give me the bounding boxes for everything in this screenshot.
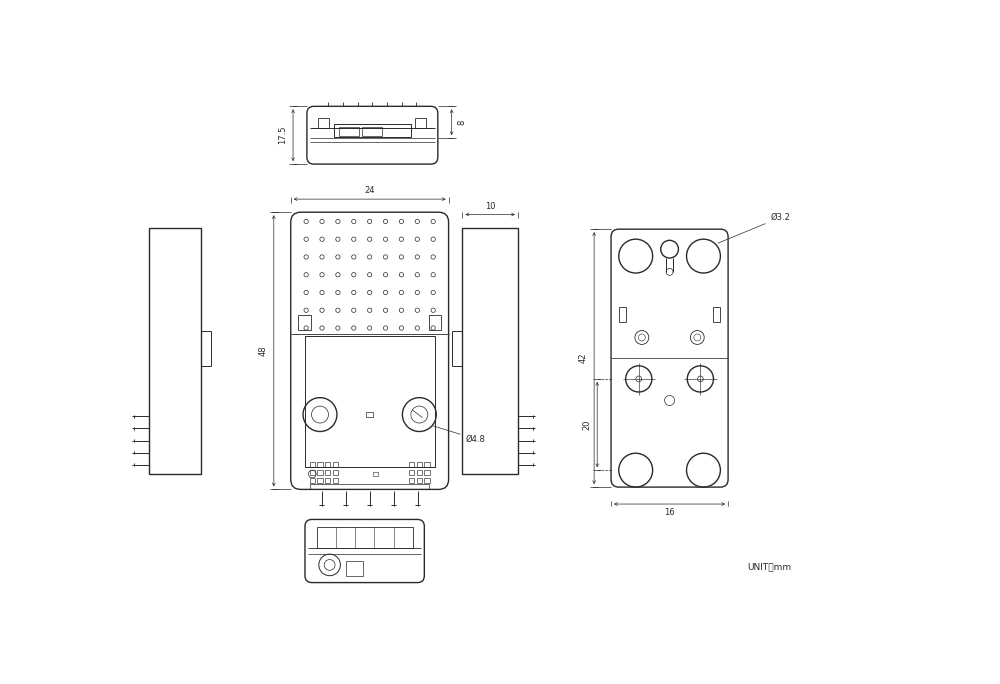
Bar [713, 306, 720, 322]
Bar [366, 412, 373, 417]
Text: 8: 8 [458, 120, 467, 125]
Bar [424, 477, 430, 483]
Bar [333, 477, 338, 483]
Bar [317, 462, 323, 467]
Bar [305, 337, 435, 467]
Text: Ø4.8: Ø4.8 [432, 425, 485, 443]
Bar [334, 124, 411, 137]
Text: 24: 24 [364, 186, 375, 195]
Bar [415, 118, 426, 129]
Bar [310, 484, 429, 490]
Bar [149, 228, 201, 474]
Text: 17.5: 17.5 [278, 126, 287, 144]
Bar [333, 470, 338, 475]
Bar [310, 477, 315, 483]
Bar [409, 470, 414, 475]
Bar [409, 477, 414, 483]
Text: Ø3.2: Ø3.2 [718, 213, 790, 244]
Bar [417, 477, 422, 483]
Bar [325, 470, 330, 475]
Bar [417, 470, 422, 475]
Bar [373, 472, 378, 475]
Bar [619, 306, 626, 322]
Bar [318, 118, 329, 129]
Text: 16: 16 [664, 508, 675, 517]
Bar [339, 127, 358, 136]
Bar [429, 315, 441, 330]
Bar [462, 228, 518, 474]
Bar [317, 527, 413, 548]
Bar [317, 470, 323, 475]
Bar [298, 315, 311, 330]
Bar [310, 470, 315, 475]
Bar [325, 462, 330, 467]
Bar [362, 127, 382, 136]
Bar [424, 462, 430, 467]
Bar [409, 462, 414, 467]
Bar [317, 477, 323, 483]
Bar [424, 470, 430, 475]
Text: 10: 10 [485, 202, 495, 211]
Text: 20: 20 [582, 419, 591, 430]
Bar [417, 462, 422, 467]
Bar [310, 462, 315, 467]
Text: 48: 48 [259, 345, 268, 356]
Text: UNIT：mm: UNIT：mm [747, 562, 791, 571]
Bar [346, 561, 363, 576]
Bar [325, 477, 330, 483]
Text: 42: 42 [579, 353, 588, 363]
Bar [333, 462, 338, 467]
